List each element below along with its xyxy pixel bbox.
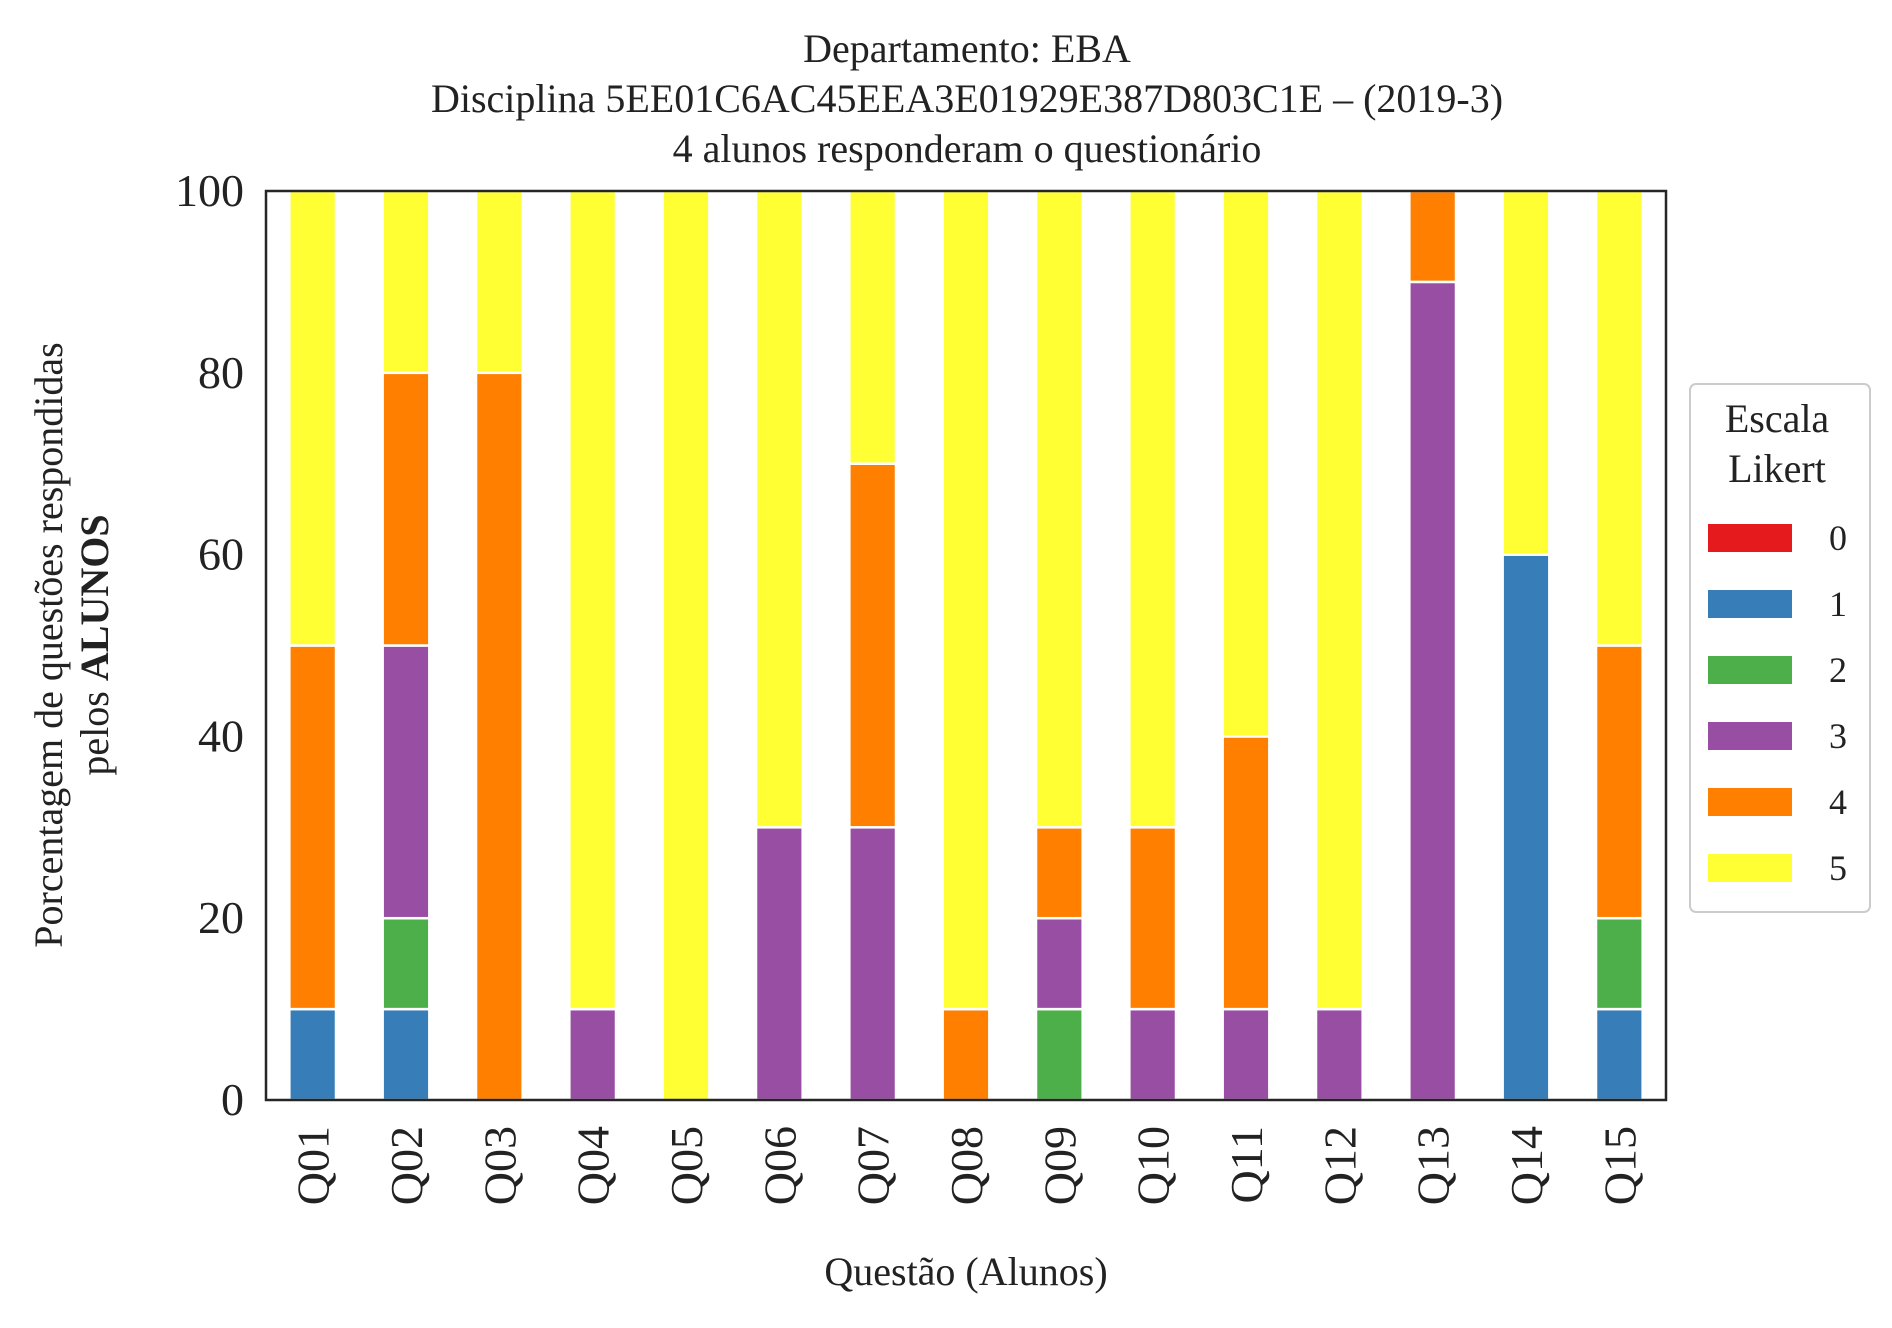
y-tick-label: 80 <box>198 347 244 398</box>
bar-segment-q14-likert-5 <box>1501 189 1551 556</box>
bar-segment-q12-likert-5 <box>1314 189 1364 1011</box>
y-axis: 0 20 40 60 80 100 <box>175 165 244 1125</box>
bar-segment-q04-likert-5 <box>568 189 618 1011</box>
x-tick-label-q09: Q09 <box>1034 1126 1085 1205</box>
title-line-3: 4 alunos responderam o questionário <box>673 126 1262 171</box>
x-tick-label-q15: Q15 <box>1594 1126 1645 1205</box>
y-tick-label: 0 <box>221 1074 244 1125</box>
bar-segment-q09-likert-5 <box>1034 189 1084 829</box>
bar-segment-q08-likert-5 <box>941 189 991 1011</box>
y-axis-label-line-1: Porcentagem de questões respondidas <box>26 342 71 947</box>
legend-label-3: 3 <box>1829 716 1847 756</box>
title-line-2: Disciplina 5EE01C6AC45EEA3E01929E387D803… <box>431 76 1503 121</box>
y-tick-label: 40 <box>198 710 244 761</box>
bar-segment-q11-likert-5 <box>1221 189 1271 738</box>
bar-segment-q15-likert-4 <box>1594 644 1644 920</box>
legend-items: 0 1 2 3 4 5 <box>1708 518 1847 888</box>
bar-segment-q08-likert-4 <box>941 1007 991 1102</box>
x-tick-label-q08: Q08 <box>941 1126 992 1205</box>
bar-segment-q03-likert-4 <box>474 371 524 1102</box>
x-tick-label-q11: Q11 <box>1221 1126 1272 1204</box>
y-axis-label-bold: ALUNOS <box>72 514 117 681</box>
bar-segment-q13-likert-3 <box>1408 280 1458 1102</box>
x-tick-label-q02: Q02 <box>381 1126 432 1205</box>
legend-label-5: 5 <box>1829 848 1847 888</box>
bar-segment-q13-likert-4 <box>1408 189 1458 284</box>
x-tick-label-q14: Q14 <box>1501 1126 1552 1205</box>
bar-segment-q06-likert-3 <box>754 826 804 1102</box>
x-axis-label: Questão (Alunos) <box>824 1249 1107 1294</box>
bar-segment-q14-likert-1 <box>1501 553 1551 1102</box>
legend-swatch-5 <box>1708 854 1792 882</box>
legend: Escala Likert 0 1 2 3 4 5 <box>1689 383 1871 913</box>
legend-title-line-1: Escala <box>1725 396 1830 441</box>
legend-swatch-3 <box>1708 722 1792 750</box>
bar-segment-q02-likert-2 <box>381 916 431 1011</box>
x-tick-label-q13: Q13 <box>1408 1126 1459 1205</box>
y-axis-label-prefix: pelos <box>72 681 117 775</box>
x-tick-label-q05: Q05 <box>661 1126 712 1205</box>
bar-segment-q12-likert-3 <box>1314 1007 1364 1102</box>
bar-segment-q10-likert-4 <box>1128 826 1178 1011</box>
bar-segment-q09-likert-2 <box>1034 1007 1084 1102</box>
chart-title: Departamento: EBA Disciplina 5EE01C6AC45… <box>431 26 1503 171</box>
bar-segment-q02-likert-5 <box>381 189 431 375</box>
bar-segment-q15-likert-5 <box>1594 189 1644 647</box>
x-axis: Q01 Q02 Q03 Q04 Q05 Q06 Q07 Q08 Q09 Q10 Q11 Q12 Q13 Q… <box>288 1126 1646 1205</box>
y-axis-label-line-2: pelos ALUNOS <box>72 514 117 775</box>
legend-label-0: 0 <box>1829 518 1847 558</box>
legend-swatch-1 <box>1708 590 1792 618</box>
bar-segment-q11-likert-3 <box>1221 1007 1271 1102</box>
y-tick-label: 20 <box>198 892 244 943</box>
bar-segment-q11-likert-4 <box>1221 735 1271 1011</box>
legend-swatch-4 <box>1708 788 1792 816</box>
bar-segment-q10-likert-5 <box>1128 189 1178 829</box>
y-tick-label: 100 <box>175 165 244 216</box>
bar-segment-q07-likert-4 <box>848 462 898 829</box>
plot-frame <box>264 189 1668 1102</box>
bar-segment-q01-likert-4 <box>288 644 338 1011</box>
legend-label-1: 1 <box>1829 584 1847 624</box>
x-tick-label-q06: Q06 <box>754 1126 805 1205</box>
bar-segment-q04-likert-3 <box>568 1007 618 1102</box>
bar-segment-q07-likert-3 <box>848 826 898 1102</box>
bar-segment-q06-likert-5 <box>754 189 804 829</box>
y-tick-label: 60 <box>198 529 244 580</box>
x-tick-label-q01: Q01 <box>288 1126 339 1205</box>
x-tick-label-q03: Q03 <box>474 1126 525 1205</box>
x-tick-label-q07: Q07 <box>848 1126 899 1205</box>
legend-swatch-2 <box>1708 656 1792 684</box>
bar-segment-q02-likert-1 <box>381 1007 431 1102</box>
bar-segment-q15-likert-2 <box>1594 916 1644 1011</box>
bar-segment-q09-likert-4 <box>1034 826 1084 920</box>
legend-swatch-0 <box>1708 524 1792 552</box>
bar-segment-q01-likert-5 <box>288 189 338 647</box>
bar-segment-q03-likert-5 <box>474 189 524 375</box>
legend-title-line-2: Likert <box>1728 446 1826 491</box>
bar-segment-q07-likert-5 <box>848 189 898 465</box>
legend-frame <box>1689 383 1871 913</box>
legend-label-4: 4 <box>1829 782 1847 822</box>
bar-segment-q02-likert-3 <box>381 644 431 920</box>
bar-segment-q09-likert-3 <box>1034 916 1084 1011</box>
legend-label-2: 2 <box>1829 650 1847 690</box>
y-axis-label: Porcentagem de questões respondidas pelo… <box>26 342 117 947</box>
x-tick-label-q04: Q04 <box>568 1126 619 1205</box>
bar-segment-q10-likert-3 <box>1128 1007 1178 1102</box>
x-tick-label-q10: Q10 <box>1128 1126 1179 1205</box>
x-tick-label-q12: Q12 <box>1314 1126 1365 1205</box>
bar-segment-q15-likert-1 <box>1594 1007 1644 1102</box>
bar-segment-q02-likert-4 <box>381 371 431 647</box>
title-line-1: Departamento: EBA <box>803 26 1131 71</box>
bar-segment-q01-likert-1 <box>288 1007 338 1102</box>
bar-segment-q05-likert-5 <box>661 189 711 1102</box>
bars-layer <box>288 189 1644 1102</box>
